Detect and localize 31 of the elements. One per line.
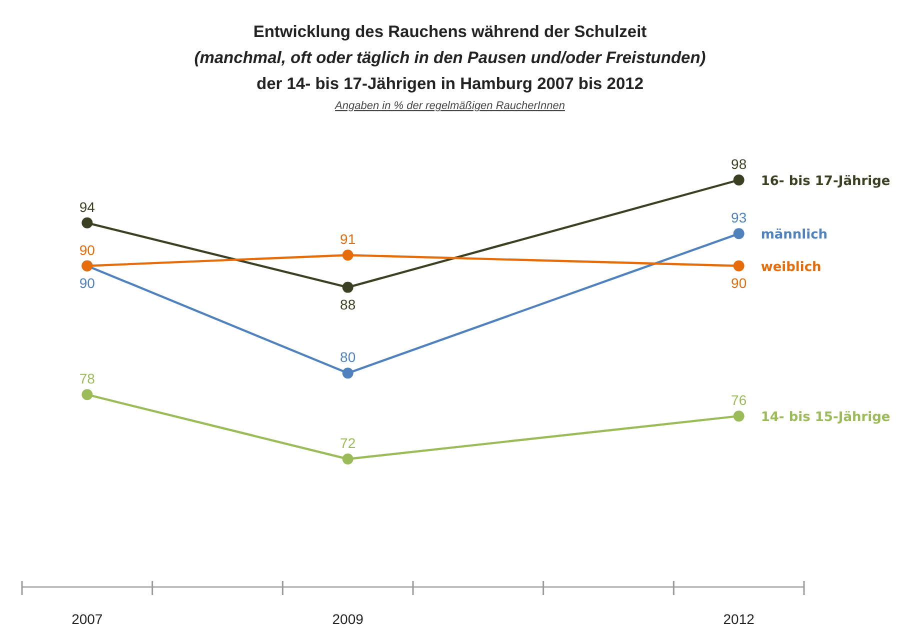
point: [82, 389, 93, 400]
point: [733, 174, 744, 186]
chart-subtitle: Angaben in % der regelmäßigen RaucherInnen: [334, 100, 565, 112]
point: [342, 368, 354, 379]
point: [82, 217, 93, 228]
x-tick-label: 2007: [72, 611, 103, 627]
data-label: 88: [340, 296, 356, 312]
data-label: 90: [79, 274, 96, 291]
data-label: 78: [79, 370, 96, 387]
data-label: 76: [731, 392, 747, 408]
point: [342, 282, 354, 293]
data-label: 90: [731, 274, 747, 291]
series-label: 16- bis 17-Jährige: [760, 174, 890, 189]
data-label: 72: [340, 435, 356, 451]
data-label: 91: [340, 231, 356, 248]
point: [342, 454, 354, 464]
data-label: 94: [79, 198, 96, 215]
point: [733, 228, 744, 240]
x-tick-label: 2012: [723, 611, 755, 627]
series-label: weiblich: [760, 260, 822, 275]
chart-title: Entwicklung des Rauchens während der Schulzeit (manchmal, oft oder täglich in den Pausen und/oder Freistunden) der 14- bis 17-Jährigen in Hamburg 2007 bis 2012: [194, 23, 706, 93]
point: [342, 250, 354, 261]
data-label: 80: [340, 349, 356, 366]
data-label: 98: [731, 156, 747, 172]
series-label: 14- bis 15-Jährige: [760, 410, 890, 426]
point: [733, 410, 744, 422]
series-label: männlich: [760, 228, 828, 243]
x-tick-label: 2009: [332, 611, 364, 627]
data-label: 93: [731, 210, 747, 226]
data-label: 90: [79, 242, 96, 258]
point: [733, 260, 744, 272]
